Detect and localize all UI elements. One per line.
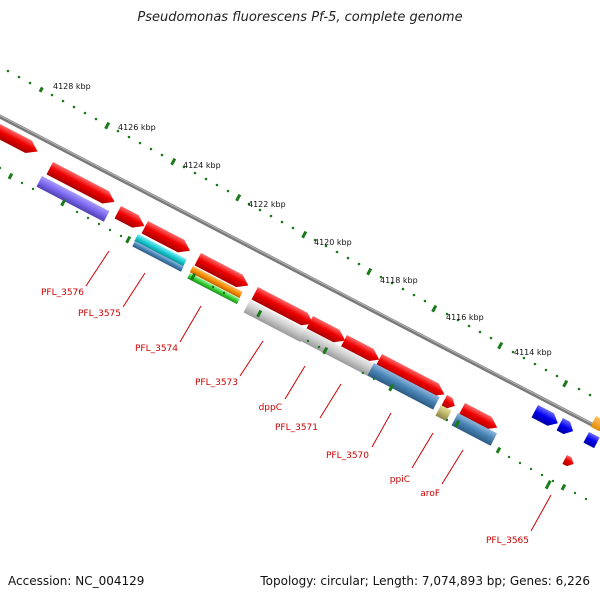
- scale-label-4120: 4120 kbp: [314, 238, 352, 247]
- gene-cds[interactable]: [562, 455, 575, 468]
- topology-text: Topology: circular; Length: 7,074,893 bp…: [260, 574, 590, 588]
- gene-label[interactable]: PFL_3573: [195, 378, 238, 388]
- gene-other[interactable]: [531, 405, 562, 429]
- gene-label[interactable]: aroF: [420, 489, 440, 499]
- gene-label[interactable]: PFL_3576: [41, 288, 84, 298]
- scale-label-4126: 4126 kbp: [118, 123, 156, 132]
- gene-cds[interactable]: [251, 287, 317, 330]
- gene-label[interactable]: PFL_3565: [486, 536, 529, 546]
- gene-other[interactable]: [583, 432, 600, 449]
- accession-text: Accession: NC_004129: [8, 574, 145, 588]
- cog-bar[interactable]: [132, 241, 184, 272]
- gene-cds[interactable]: [340, 335, 383, 366]
- gene-cds[interactable]: [375, 354, 448, 401]
- outer-scale-track: [6, 69, 592, 397]
- cog-bar[interactable]: [435, 405, 452, 422]
- gene-label[interactable]: ppiC: [390, 475, 410, 485]
- scale-label-4122: 4122 kbp: [248, 200, 286, 209]
- cog-bar[interactable]: [451, 413, 498, 446]
- genome-backbone: [0, 114, 600, 432]
- other-genes: [531, 405, 600, 449]
- forward-genes: [0, 119, 575, 468]
- cog-bar[interactable]: [189, 266, 243, 299]
- scale-label-4116: 4116 kbp: [446, 313, 484, 322]
- cog-bar[interactable]: [299, 328, 381, 380]
- scale-label-4128: 4128 kbp: [53, 82, 91, 91]
- cog-bar[interactable]: [36, 176, 110, 222]
- gene-label[interactable]: dppC: [259, 403, 282, 413]
- gene-label[interactable]: PFL_3571: [275, 423, 318, 433]
- gene-cds[interactable]: [141, 221, 194, 257]
- gene-other[interactable]: [590, 416, 600, 432]
- inner-scale-track: [0, 166, 588, 501]
- cog-bar[interactable]: [367, 363, 440, 410]
- gene-label[interactable]: PFL_3570: [326, 451, 369, 461]
- gene-cds[interactable]: [306, 316, 349, 347]
- gene-cds[interactable]: [0, 119, 41, 157]
- scale-label-4118: 4118 kbp: [380, 276, 418, 285]
- scale-label-4114: 4114 kbp: [514, 348, 552, 357]
- gene-cds[interactable]: [114, 206, 148, 232]
- scale-label-4124: 4124 kbp: [183, 161, 221, 170]
- gene-other[interactable]: [556, 418, 577, 437]
- gene-cds[interactable]: [194, 253, 252, 292]
- label-leaders: [85, 250, 552, 532]
- gene-cds[interactable]: [46, 162, 118, 208]
- gene-cds[interactable]: [441, 395, 457, 411]
- gene-cds[interactable]: [458, 403, 501, 434]
- cog-bar[interactable]: [134, 234, 187, 267]
- gene-label[interactable]: PFL_3574: [135, 344, 178, 354]
- map-title: Pseudomonas fluorescens Pf-5, complete g…: [137, 10, 463, 25]
- cog-bar[interactable]: [187, 273, 240, 305]
- gene-label[interactable]: PFL_3575: [78, 309, 121, 319]
